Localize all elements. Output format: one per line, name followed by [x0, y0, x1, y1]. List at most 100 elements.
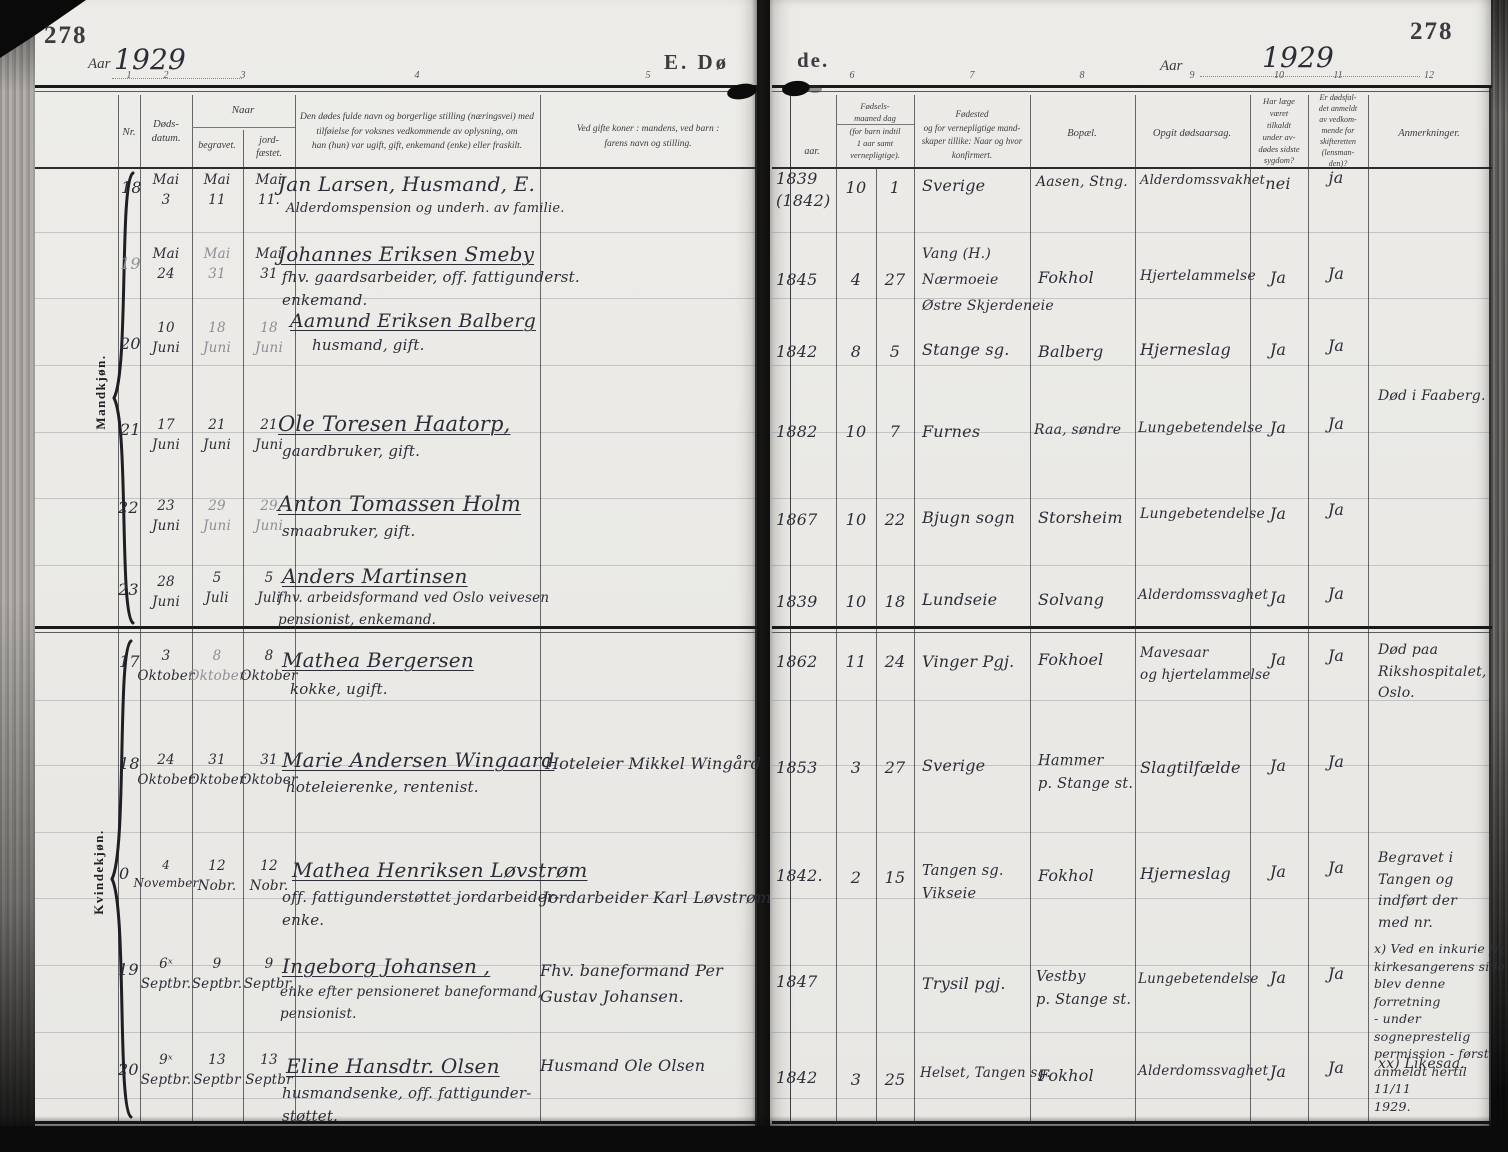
row-birth-month: 10 — [845, 178, 867, 197]
row-cause-of-death: Lungebetendelse — [1140, 506, 1265, 522]
row-birthplace: Vang (H.) Nærmoeie Østre Skjerdeneie — [922, 246, 1054, 314]
row-birth-year: 1842 — [776, 342, 818, 361]
row-line — [35, 898, 756, 899]
section-title-left: E. Dø — [664, 50, 730, 74]
row-birth-month: 2 — [850, 868, 862, 887]
row-begravet: 9 Septbr. — [191, 956, 243, 993]
year-underline-right — [1200, 76, 1420, 77]
row-dodsdatum: 23 Juni — [152, 498, 180, 535]
row-birth-year: 1847 — [776, 972, 818, 991]
column-number: 2 — [163, 70, 169, 81]
row-cause-of-death: Alderdomssvakhet — [1140, 173, 1266, 188]
row-birth-year: 1842 — [776, 1068, 818, 1087]
row-birth-day: 24 — [884, 652, 906, 671]
row-residence: Solvang — [1038, 590, 1105, 609]
header-fodested: Fødested og for vernepligtige mand- skap… — [921, 109, 1023, 160]
row-jordfaestet: 8 Oktober — [240, 648, 298, 685]
row-line — [35, 432, 756, 433]
rule — [772, 85, 1492, 88]
year-label-right: Aar — [1160, 58, 1183, 74]
scan-bottom-shadow — [0, 1116, 1508, 1126]
row-cause-of-death: Hjertelammelse — [1140, 268, 1256, 284]
row-remarks: x) Ved en inkurie fra kirkesangerens sid… — [1374, 941, 1508, 1114]
row-doctor-called: Ja — [1269, 1062, 1287, 1081]
page-number-left: 278 — [44, 22, 88, 49]
row-cause-of-death: Alderdomssvaghet — [1138, 1063, 1269, 1079]
row-birthplace: Sverige — [922, 176, 986, 195]
fodsels-subheader-line — [836, 124, 914, 125]
row-remarks: xx) Likesaa. — [1378, 1056, 1465, 1072]
row-residence: Raa, søndre — [1034, 422, 1122, 438]
row-jordfaestet: 29 Juni — [255, 498, 283, 535]
row-jordfaestet: 18 Juni — [255, 320, 283, 357]
header-gifte-koner: Ved gifte koner : mandens, ved barn : fa… — [576, 124, 720, 150]
row-birth-day: 15 — [884, 868, 906, 887]
row-nr: 20 — [120, 334, 141, 353]
row-birth-month: 10 — [845, 422, 867, 441]
header-laege: Har læge været tilkaldt under av- dødes … — [1258, 96, 1300, 166]
row-description: fhv. arbeidsformand ved Oslo veivesen pe… — [278, 590, 550, 628]
row-birth-year: 1882 — [776, 422, 818, 441]
register-page-right — [770, 0, 1492, 1128]
row-line — [772, 232, 1490, 233]
gender-label-mandkjon: Mandkjøn. — [93, 354, 108, 430]
row-line — [35, 765, 756, 766]
row-doctor-called: Ja — [1269, 650, 1287, 669]
row-doctor-called: Ja — [1269, 268, 1287, 287]
row-dodsdatum: 28 Juni — [152, 574, 180, 611]
row-residence: Balberg — [1038, 342, 1104, 361]
column-number: 3 — [240, 70, 246, 81]
row-nr: 18 — [119, 754, 140, 773]
row-begravet: 21 Juni — [203, 417, 231, 454]
section-title-right: de. — [797, 48, 830, 72]
column-number: 4 — [414, 70, 420, 81]
row-line — [35, 832, 756, 833]
row-jordfaestet: 5 Juli — [257, 570, 281, 607]
row-reported: Ja — [1327, 1058, 1345, 1077]
row-birth-day: 5 — [889, 342, 901, 361]
row-nr: 21 — [120, 420, 141, 439]
row-jordfaestet: Mai 11. — [255, 172, 283, 209]
row-birth-day: 27 — [884, 758, 906, 777]
row-begravet: Mai 11 — [203, 172, 231, 209]
row-jordfaestet: 31 Oktober — [240, 752, 298, 789]
row-birth-month: 10 — [845, 510, 867, 529]
row-line — [35, 298, 756, 299]
header-jordfaestet: jord- fæstet. — [256, 135, 282, 159]
grid-line — [1135, 95, 1136, 1122]
row-reported: Ja — [1327, 858, 1345, 877]
rule — [772, 632, 1492, 633]
column-number: 9 — [1189, 70, 1195, 81]
row-cause-of-death: Mavesaar og hjertelammelse — [1140, 645, 1271, 684]
row-description: enke efter pensioneret baneformand, pens… — [280, 984, 543, 1022]
grid-line — [140, 95, 141, 1122]
book-page-stack-right — [1491, 0, 1508, 1152]
row-remarks: Død paa Rikshospitalet, Oslo. — [1378, 642, 1487, 702]
row-dodsdatum: 10 Juni — [152, 320, 180, 357]
row-birth-day: 18 — [884, 592, 906, 611]
row-birthplace: Helset, Tangen sg. — [920, 1065, 1051, 1081]
row-reported: Ja — [1327, 646, 1345, 665]
row-name: Jan Larsen, Husmand, E. — [278, 172, 536, 196]
header-dodsdatum: Døds- datum. — [151, 119, 181, 145]
row-name: Ole Toresen Haatorp, — [278, 412, 511, 436]
grid-line — [836, 95, 837, 1122]
row-reported: Ja — [1327, 414, 1345, 433]
row-begravet: 5 Juli — [205, 570, 229, 607]
row-birth-year: 1845 — [776, 270, 818, 289]
row-birthplace: Sverige — [922, 756, 986, 775]
book-page-stack-left — [0, 0, 38, 1152]
grid-line — [1030, 95, 1031, 1122]
row-spouse: Hoteleier Mikkel Wingård — [545, 754, 762, 773]
row-line — [772, 498, 1490, 499]
column-number: 10 — [1274, 70, 1284, 81]
row-begravet: 29 Juni — [203, 498, 231, 535]
grid-line — [1250, 95, 1251, 1122]
row-doctor-called: Ja — [1269, 418, 1287, 437]
row-jordfaestet: 9 Septbr. — [243, 956, 295, 993]
row-line — [772, 898, 1490, 899]
year-handwritten-right: 1929 — [1262, 41, 1335, 74]
section-divider — [35, 626, 757, 629]
row-nr: 17 — [119, 652, 140, 671]
row-doctor-called: Ja — [1269, 756, 1287, 775]
